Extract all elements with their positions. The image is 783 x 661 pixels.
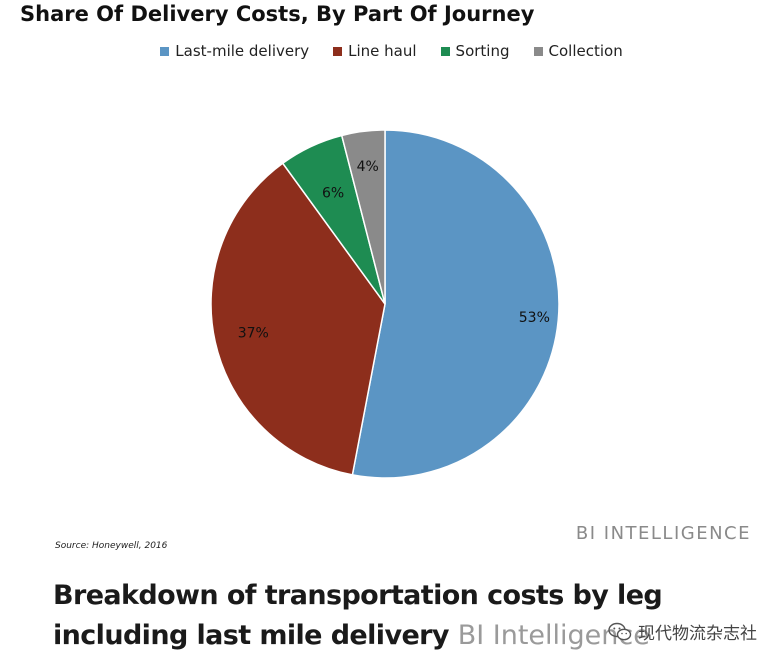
brand-mark: BI INTELLIGENCE xyxy=(575,523,751,544)
slice-label: 4% xyxy=(357,159,379,175)
legend-label: Sorting xyxy=(455,42,510,60)
legend-swatch xyxy=(440,46,450,56)
chart-title: Share Of Delivery Costs, By Part Of Jour… xyxy=(20,2,535,26)
slice-label: 6% xyxy=(322,186,344,202)
legend-item-collection: Collection xyxy=(533,42,623,60)
watermark: 现代物流杂志社 xyxy=(608,619,757,644)
source-note: Source: Honeywell, 2016 xyxy=(55,541,168,551)
legend-swatch xyxy=(160,46,170,56)
legend-swatch xyxy=(533,46,543,56)
legend-swatch xyxy=(333,46,343,56)
legend-item-sorting: Sorting xyxy=(440,42,510,60)
wechat-icon xyxy=(608,622,632,640)
pie-slice-collection xyxy=(340,129,386,305)
legend-label: Collection xyxy=(548,42,623,60)
slice-label: 53% xyxy=(519,310,550,326)
image-caption: Breakdown of transportation costs by leg… xyxy=(53,576,773,656)
caption-text: Breakdown of transportation costs by leg… xyxy=(53,580,663,651)
pie-slice-last-mile-delivery xyxy=(351,129,560,479)
slice-label: 37% xyxy=(238,325,269,341)
chart-legend: Last-mile delivery Line haul Sorting Col… xyxy=(0,42,783,60)
pie-slice-line-haul xyxy=(210,162,386,476)
legend-item-line-haul: Line haul xyxy=(333,42,417,60)
pie-chart: 53% 37% 6% 4% xyxy=(210,129,560,479)
legend-item-last-mile: Last-mile delivery xyxy=(160,42,309,60)
legend-label: Last-mile delivery xyxy=(175,42,310,60)
legend-label: Line haul xyxy=(348,42,417,60)
watermark-text: 现代物流杂志社 xyxy=(638,624,757,644)
